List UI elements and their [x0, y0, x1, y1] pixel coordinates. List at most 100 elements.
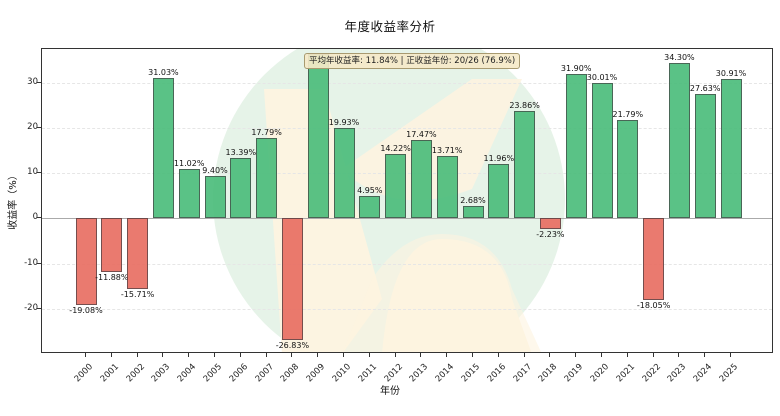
bar-value-label: 9.40% [202, 165, 228, 175]
gridline [42, 173, 772, 175]
bar-2007 [256, 138, 278, 219]
bar-2021 [617, 119, 639, 219]
bar-value-label: -11.88% [95, 273, 129, 283]
x-tick-mark [110, 353, 112, 357]
y-tick-label: 30 [27, 76, 38, 87]
chart-title: 年度收益率分析 [344, 19, 436, 34]
x-tick-mark [626, 353, 628, 357]
y-axis-label: 收益率（%） [8, 170, 19, 230]
bar-2010 [333, 128, 355, 219]
bar-value-label: 31.03% [148, 68, 179, 78]
zero-line [42, 218, 772, 220]
x-tick-mark [394, 353, 396, 357]
x-tick-mark [652, 353, 654, 357]
x-axis-label: 年份 [380, 386, 400, 397]
bar-2006 [230, 157, 252, 219]
x-tick-mark [162, 353, 164, 357]
x-tick-mark [317, 353, 319, 357]
bar-value-label: 34.30% [664, 53, 695, 63]
bar-2004 [178, 168, 200, 219]
y-tick-label: -20 [24, 302, 38, 313]
x-tick-mark [265, 353, 267, 357]
bar-value-label: 30.91% [715, 68, 747, 78]
bar-value-label: -26.83% [275, 340, 310, 350]
bar-value-label: 13.71% [431, 146, 463, 156]
bar-2014 [436, 156, 458, 219]
gridline [42, 308, 772, 310]
gridline [42, 128, 772, 130]
x-tick-mark [368, 353, 370, 357]
y-tick-mark [37, 127, 41, 129]
y-tick-mark [37, 172, 41, 174]
x-tick-mark [472, 353, 473, 357]
bar-2022 [643, 218, 665, 300]
bar-2019 [565, 74, 587, 219]
bar-2001 [101, 218, 123, 273]
y-tick-mark [37, 81, 41, 83]
x-tick-mark [420, 353, 422, 357]
bar-2024 [694, 93, 716, 219]
bar-2020 [591, 82, 613, 219]
y-tick-mark [37, 262, 41, 264]
bar-value-label: 19.93% [328, 118, 360, 128]
y-tick-label: 20 [27, 122, 38, 133]
x-tick-mark [601, 353, 602, 357]
bar-value-label: 11.96% [483, 154, 515, 164]
gridline [42, 263, 772, 265]
bar-2009 [307, 53, 329, 219]
bar-2005 [204, 175, 226, 219]
bar-2023 [668, 63, 690, 219]
bar-value-label: 17.79% [251, 128, 282, 138]
x-tick-mark [291, 353, 293, 357]
bar-value-label: 21.79% [612, 109, 644, 119]
bar-2000 [75, 218, 97, 305]
bar-2011 [359, 196, 381, 219]
y-tick-mark [37, 217, 41, 219]
bar-2017 [514, 110, 536, 219]
bar-2015 [462, 206, 484, 219]
bar-2018 [539, 218, 561, 229]
x-tick-mark [549, 353, 551, 357]
x-tick-mark [188, 353, 190, 357]
x-tick-mark [85, 353, 86, 357]
bar-value-label: 30.01% [586, 72, 618, 82]
bar-value-label: 4.95% [357, 186, 383, 196]
x-tick-mark [136, 353, 138, 357]
y-tick-label: -10 [24, 257, 38, 268]
x-tick-mark [678, 353, 680, 357]
bar-value-label: 11.02% [173, 158, 205, 168]
gridline [42, 82, 772, 84]
bar-value-label: -2.23% [536, 229, 565, 239]
bar-2013 [410, 139, 432, 219]
bar-value-label: 2.68% [460, 196, 486, 206]
bar-2012 [385, 154, 407, 219]
bar-2025 [720, 78, 742, 219]
y-tick-mark [37, 307, 41, 309]
x-tick-mark [523, 353, 525, 357]
x-tick-mark [343, 353, 344, 357]
bar-value-label: -15.71% [120, 290, 155, 300]
x-tick-mark [239, 353, 241, 357]
x-tick-mark [497, 353, 499, 357]
bar-2016 [488, 164, 510, 219]
x-tick-mark [730, 353, 731, 357]
bar-value-label: 14.22% [380, 144, 411, 154]
bar-2002 [127, 218, 149, 290]
x-tick-mark [575, 353, 577, 357]
bar-2003 [152, 78, 174, 219]
x-tick-mark [704, 353, 706, 357]
bar-value-label: 23.86% [509, 100, 540, 110]
bar-value-label: -19.08% [69, 305, 103, 315]
y-tick-label: 0 [32, 212, 38, 223]
y-tick-label: 10 [27, 167, 38, 178]
bar-value-label: 31.90% [560, 64, 592, 74]
bar-value-label: 27.63% [689, 83, 721, 93]
plot-area: -19.08% -11.88% -15.71% 31.03% 11.02% 9.40% 13… [41, 48, 773, 353]
summary-annotation: 平均年收益率: 11.84% | 正收益年份: 20/26 (76.9%) [304, 53, 521, 69]
bar-2008 [281, 218, 303, 340]
bar-value-label: -18.05% [636, 301, 671, 310]
x-tick-mark [446, 353, 448, 357]
x-tick-mark [214, 353, 215, 357]
bar-value-label: 17.47% [406, 129, 437, 139]
bar-value-label: 13.39% [225, 147, 257, 157]
